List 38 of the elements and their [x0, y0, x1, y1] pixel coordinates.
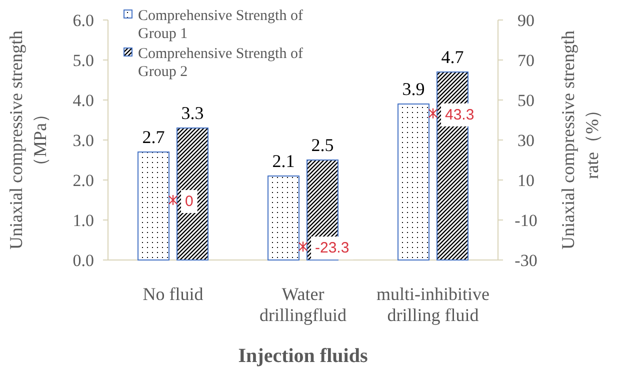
x-tick-label: multi-inhibitive drilling fluid	[376, 284, 490, 325]
data-label: 3.9	[402, 79, 425, 99]
y2-axis-title: Uniaxial compressive strength rate（%）	[558, 30, 602, 250]
y-tick-label: 1.0	[72, 211, 94, 230]
data-label: 2.5	[311, 135, 334, 155]
legend-label: Comprehensive Strength of Group 2	[138, 46, 303, 80]
y-tick-label: 4.0	[72, 91, 94, 110]
bar	[398, 104, 430, 260]
data-label: 2.7	[142, 127, 165, 147]
y2-tick-label: 10	[518, 171, 534, 190]
x-tick-label: Water drillingfluid	[260, 284, 346, 325]
legend-label: Comprehensive Strength of Group 1	[138, 8, 303, 42]
bar	[176, 128, 208, 260]
y-tick-label: 5.0	[72, 51, 94, 70]
bar	[268, 176, 300, 260]
y2-tick-label: 90	[518, 11, 534, 30]
data-label: -23.3	[315, 240, 350, 257]
y-tick-label: 6.0	[72, 11, 94, 30]
data-label: 0	[185, 193, 194, 210]
y-axis-title: Uniaxial compressive strength（MPa）	[6, 30, 50, 250]
data-label: 2.1	[272, 151, 295, 171]
point	[428, 108, 438, 119]
data-label: 4.7	[441, 47, 464, 67]
data-label: 3.3	[181, 103, 204, 123]
bar	[138, 152, 170, 260]
x-tick-label: No fluid	[142, 284, 204, 304]
data-label: 43.3	[445, 106, 474, 124]
y2-tick-label: 50	[518, 91, 534, 110]
x-axis-title: Injection fluids	[238, 345, 368, 367]
y2-tick-label: -10	[514, 211, 538, 230]
point	[168, 194, 178, 206]
y-tick-label: 0.0	[72, 251, 94, 270]
y2-tick-label: 70	[518, 51, 534, 70]
y-tick-label: 3.0	[72, 131, 94, 150]
y-tick-label: 2.0	[72, 171, 94, 190]
point	[298, 241, 308, 252]
y2-tick-label: 30	[518, 131, 534, 150]
y2-tick-label: -30	[514, 251, 538, 270]
